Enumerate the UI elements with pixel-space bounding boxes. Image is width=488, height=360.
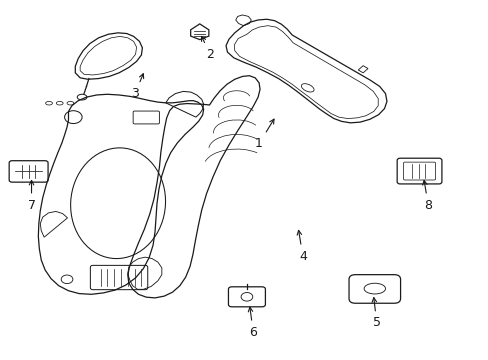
Text: 5: 5 [371, 298, 380, 329]
Text: 6: 6 [248, 307, 257, 339]
Text: 4: 4 [297, 230, 306, 263]
Text: 8: 8 [422, 180, 431, 212]
Text: 3: 3 [131, 74, 143, 100]
Text: 2: 2 [201, 36, 214, 61]
Text: 1: 1 [255, 119, 273, 150]
Text: 7: 7 [27, 180, 36, 212]
